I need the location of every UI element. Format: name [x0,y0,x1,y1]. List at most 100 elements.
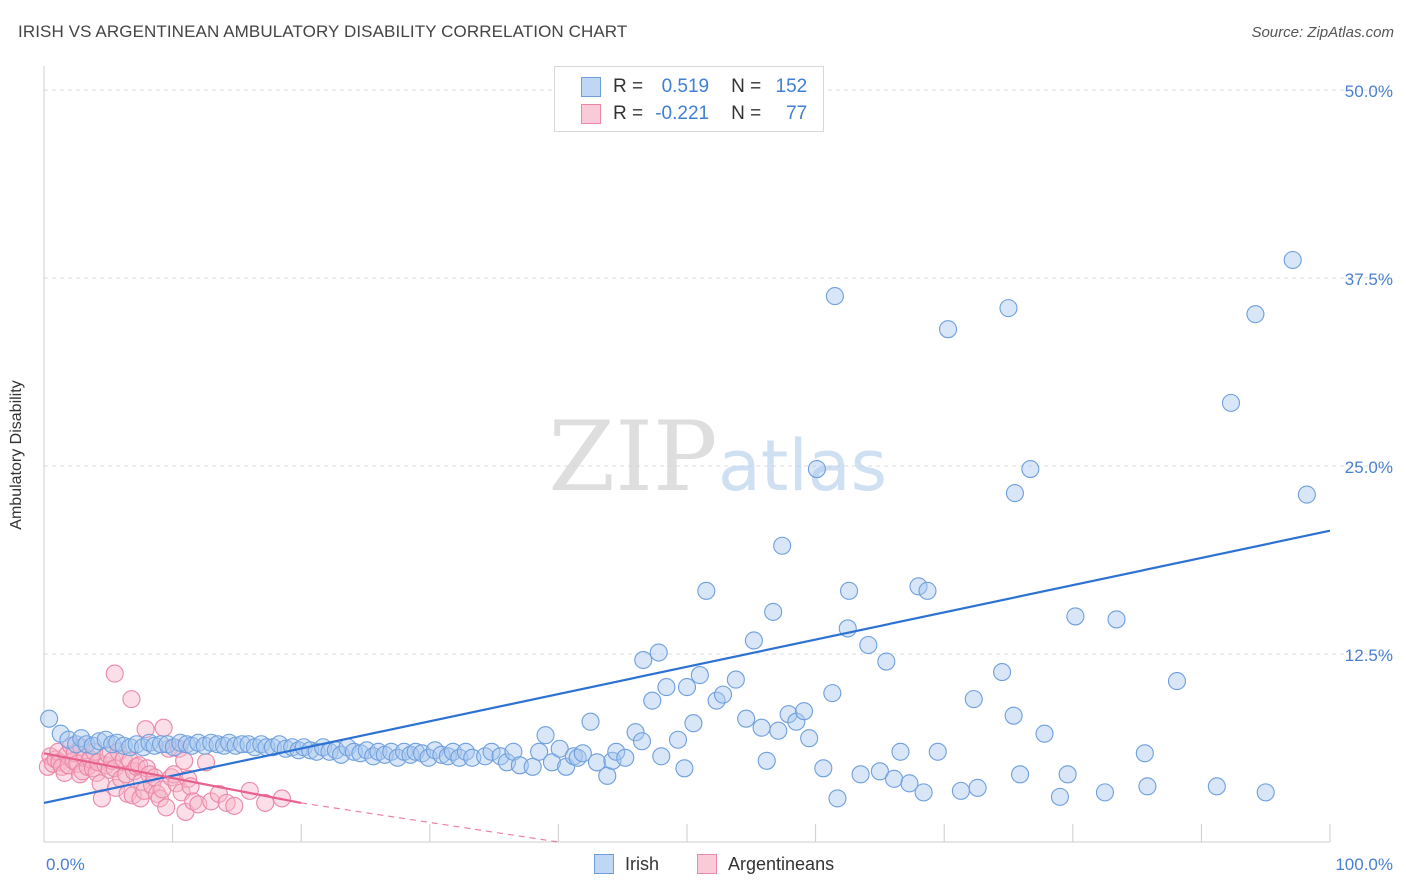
irish-point [1256,783,1275,802]
irish-point [684,714,703,733]
irish-point [690,666,709,685]
irish-point [726,670,745,689]
irish-point [828,789,847,808]
irish-point [657,678,676,697]
irish-n-label: N = [731,76,762,97]
irish-point [859,635,878,655]
irish-swatch [581,77,601,97]
argentineans-point [122,690,141,709]
x-tick-label-min: 0.0% [46,855,85,874]
irish-point [1004,706,1023,725]
irish-point [649,643,668,662]
irish-point [870,762,889,781]
irish-point [1058,765,1077,784]
bottom-argentineans-swatch [697,854,717,874]
irish-point [900,774,919,793]
irish-point [993,663,1012,682]
irish-point [1138,777,1157,796]
irish-point [928,742,947,761]
argentineans-point [105,664,124,683]
irish-point [764,602,783,621]
irish-point [1207,777,1226,796]
irish-point [918,581,937,600]
irish-point [814,759,833,778]
irish-point [773,536,792,555]
source-label: Source: ZipAtlas.com [1251,24,1394,41]
bottom-irish-swatch [594,854,614,874]
irish-point [1283,250,1302,270]
irish-n-value: 152 [775,76,808,97]
x-tick-label-max: 100.0% [1335,855,1393,874]
correlation-legend: R = 0.519 N = 152 R = -0.221 N = 77 [554,66,824,132]
irish-point [523,757,542,776]
argentineans-point [157,798,176,817]
irish-point [634,650,653,670]
argentineans-point [209,784,228,803]
irish-point [652,747,671,766]
irish-point [587,753,607,772]
irish-point [1297,485,1316,504]
argentineans-point [85,742,104,761]
irish-point [171,733,190,752]
irish-point [737,709,756,728]
irish-point [643,691,662,710]
irish-point [632,732,652,751]
irish-point [823,684,842,703]
argentineans-point [202,792,221,811]
tick-labels: 12.5% 25.0% 37.5% 50.0% 0.0% 100.0% [46,82,1393,874]
irish-point [839,581,859,600]
irish-point [1005,484,1024,503]
irish-point [40,709,59,728]
irish-point [968,778,987,797]
argentineans-trend-line [43,752,302,804]
irish-point [851,765,870,784]
bottom-legend-argentineans: Argentineans [697,852,834,876]
argentineans-n-label: N = [731,103,762,124]
argentineans-r-label: R = [613,103,644,124]
irish-point [884,769,904,788]
watermark: ZIP atlas [548,401,887,513]
irish-point [677,678,697,697]
irish-point [598,766,617,785]
irish-point [825,287,844,306]
irish-point [807,459,826,479]
bottom-irish-label: Irish [625,853,660,874]
irish-r-label: R = [613,76,644,97]
argentineans-point [225,796,244,815]
irish-point [432,745,451,764]
irish-points [40,250,1316,808]
irish-point [713,685,733,704]
irish-point [607,742,626,761]
argentineans-point [38,757,57,776]
grid-lines [44,89,1392,655]
irish-point [909,577,928,596]
irish-point [939,320,958,339]
irish-point [1050,787,1069,806]
argentineans-r-value: -0.221 [655,103,710,124]
irish-point [536,726,555,745]
irish-point [1095,783,1114,802]
chart-title: IRISH VS ARGENTINEAN AMBULATORY DISABILI… [18,22,628,41]
trend-lines [43,529,1331,843]
argentineans-point [256,793,275,812]
irish-point [752,718,771,737]
irish-point [626,723,645,742]
irish-point [877,652,896,671]
y-axis-label: Ambulatory Disability [8,380,25,530]
irish-point [1221,393,1241,412]
y-tick-label: 12.5% [1345,646,1393,665]
irish-point [757,751,776,770]
irish-point [550,739,569,758]
irish-point [1135,744,1154,763]
irish-point [1246,305,1265,324]
irish-point [1167,672,1187,691]
watermark-zip: ZIP [548,401,717,513]
argentineans-n-value: 77 [786,103,808,124]
argentineans-point [154,718,173,737]
argentineans-swatch [581,104,601,124]
irish-point [1021,459,1040,479]
irish-point [530,742,549,761]
bottom-legend-irish: Irish [594,852,659,876]
y-tick-label: 25.0% [1345,458,1393,477]
